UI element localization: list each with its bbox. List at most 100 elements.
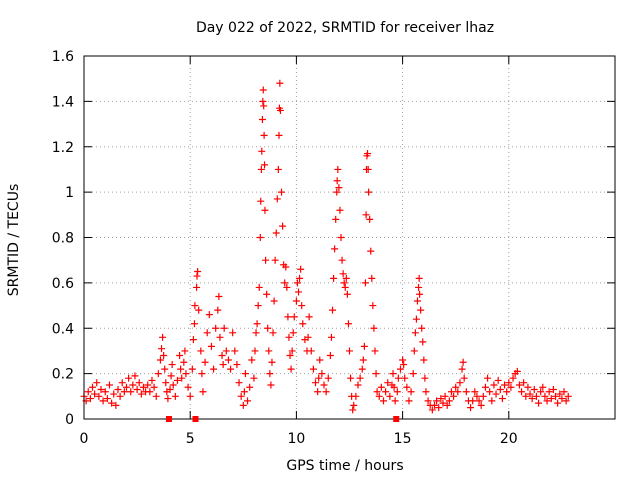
- data-point: [118, 379, 126, 387]
- data-point: [339, 270, 347, 278]
- data-point: [335, 184, 343, 192]
- data-point: [415, 283, 423, 291]
- data-point: [101, 388, 109, 396]
- y-tick-label: 1.4: [52, 94, 74, 110]
- data-point: [373, 388, 381, 396]
- data-point: [503, 388, 511, 396]
- data-point: [235, 379, 243, 387]
- data-point: [156, 356, 164, 364]
- data-point: [181, 347, 189, 355]
- data-point: [244, 397, 252, 405]
- data-point: [558, 395, 566, 403]
- data-point: [91, 390, 99, 398]
- data-point: [331, 245, 339, 253]
- data-point: [560, 388, 568, 396]
- data-point: [159, 333, 167, 341]
- data-point: [562, 397, 570, 405]
- data-point: [327, 333, 335, 341]
- data-point: [409, 370, 417, 378]
- data-point: [460, 374, 468, 382]
- data-point: [341, 283, 349, 291]
- data-point: [352, 392, 360, 400]
- data-point: [520, 379, 528, 387]
- data-point: [190, 320, 198, 328]
- data-point: [215, 292, 223, 300]
- data-point: [564, 392, 572, 400]
- data-point: [276, 106, 284, 114]
- data-point: [371, 347, 379, 355]
- data-point: [419, 338, 427, 346]
- data-point: [340, 279, 348, 287]
- y-tick-label: 1: [65, 185, 74, 201]
- data-point: [271, 256, 279, 264]
- data-point: [146, 388, 154, 396]
- data-point: [191, 302, 199, 310]
- data-point: [219, 361, 227, 369]
- data-point: [439, 399, 447, 407]
- data-point: [396, 365, 404, 373]
- data-point: [320, 381, 328, 389]
- data-point: [418, 324, 426, 332]
- data-point: [144, 381, 152, 389]
- data-point: [346, 347, 353, 355]
- data-point: [112, 401, 120, 409]
- data-point: [324, 374, 332, 382]
- data-point: [278, 188, 286, 196]
- data-point: [496, 386, 504, 394]
- data-point: [162, 379, 170, 387]
- data-point: [330, 274, 338, 282]
- data-point: [490, 381, 498, 389]
- data-point: [274, 165, 282, 173]
- data-point: [171, 392, 179, 400]
- data-point: [309, 365, 317, 373]
- data-point: [305, 313, 313, 321]
- x-tick-label: 20: [500, 431, 518, 447]
- data-point: [358, 365, 366, 373]
- data-point: [337, 234, 345, 241]
- data-point: [413, 297, 421, 305]
- data-point: [420, 356, 428, 364]
- data-point: [261, 206, 269, 214]
- data-point: [522, 392, 530, 400]
- data-point: [122, 383, 130, 391]
- y-tick-label: 0.6: [52, 276, 74, 292]
- data-point: [450, 392, 458, 400]
- data-point: [133, 386, 141, 394]
- data-point: [316, 356, 324, 364]
- data-point: [198, 370, 206, 378]
- data-point: [164, 395, 172, 403]
- data-point: [176, 351, 184, 359]
- data-point: [214, 306, 222, 314]
- data-point: [333, 188, 341, 196]
- data-point: [361, 279, 369, 287]
- data-point: [227, 365, 235, 373]
- data-point: [486, 388, 494, 396]
- gap-marker: [393, 416, 400, 422]
- data-point: [287, 365, 295, 373]
- data-point: [556, 390, 564, 398]
- data-point: [290, 313, 298, 321]
- data-point: [329, 306, 337, 314]
- data-point: [338, 256, 346, 264]
- data-point: [253, 320, 261, 328]
- data-point: [417, 306, 425, 314]
- data-point: [173, 376, 181, 384]
- data-point: [193, 283, 201, 291]
- axis-ticks: 0 0.2 0.4 0.6 0.8 1 1.2 1.4 1.6 0 5 10 15 20: [52, 49, 615, 447]
- data-point: [377, 383, 385, 391]
- data-point: [298, 302, 306, 310]
- data-point: [297, 265, 305, 273]
- data-point: [367, 247, 375, 255]
- data-point: [186, 392, 194, 400]
- data-point: [266, 370, 274, 378]
- data-point: [494, 376, 502, 384]
- data-point: [524, 383, 532, 391]
- data-point: [471, 388, 479, 396]
- data-point: [276, 79, 284, 87]
- data-point: [505, 379, 513, 387]
- data-point: [205, 311, 213, 319]
- data-point: [252, 329, 260, 337]
- data-point: [543, 397, 551, 405]
- data-point: [237, 392, 245, 400]
